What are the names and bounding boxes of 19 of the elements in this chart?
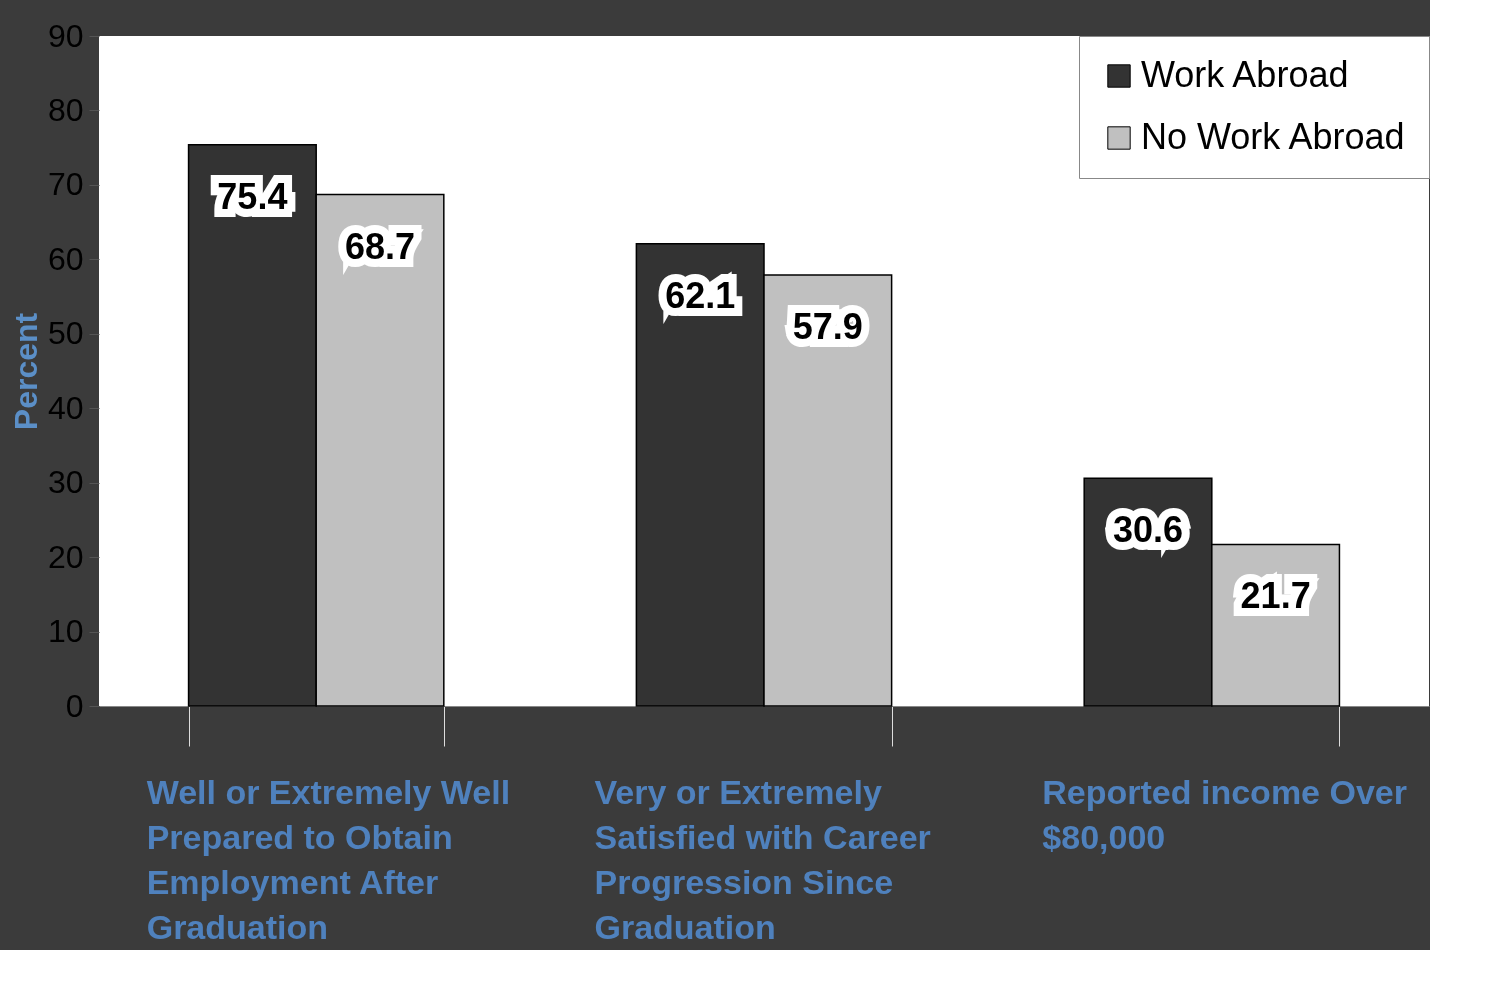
legend-label: No Work Abroad [1141,116,1405,157]
x-tick-label: Very or Extremely Satisfied with Career Progression Since Graduation [594,772,931,946]
x-tick-label: Reported income Over $80,000 [1042,772,1407,856]
y-tick-label: 60 [47,240,84,277]
y-tick-label: 90 [47,17,84,54]
y-tick-label: 10 [47,613,84,650]
x-tick-label: Well or Extremely Well Prepared to Obtain Employment After Graduation [146,772,511,946]
y-tick-label: 0 [65,687,84,724]
y-tick-label: 80 [47,91,84,128]
data-label: 68.7 [344,225,416,267]
y-axis-title: Percent [7,312,44,431]
y-tick-label: 20 [47,538,84,575]
data-label: 21.7 [1240,575,1311,617]
legend-label: Work Abroad [1141,54,1349,95]
y-tick-label: 50 [47,315,84,352]
y-tick-label: 40 [47,389,84,426]
data-label: 57.9 [792,305,863,347]
y-tick-label: 70 [47,166,84,203]
y-tick-label: 30 [47,464,84,501]
